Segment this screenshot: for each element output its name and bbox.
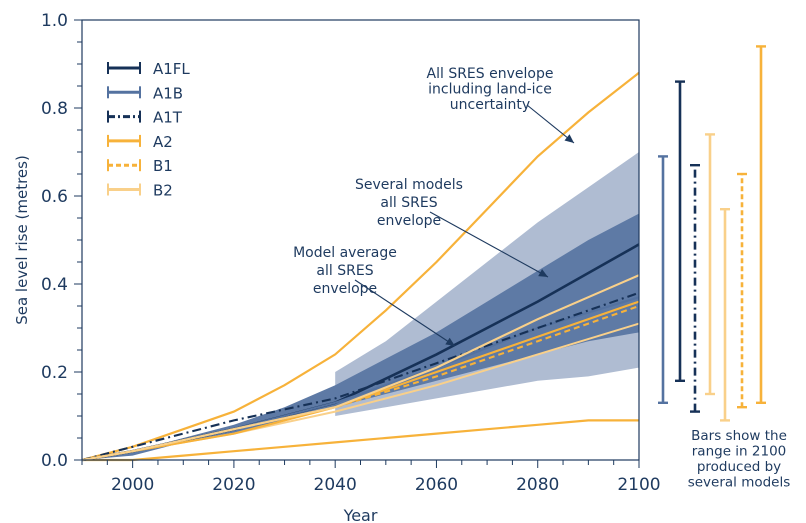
series-layer [81,243,640,462]
annotation-2-line: envelope [377,213,441,229]
envelope-3-band [82,213,639,460]
annotation-3-line: Model average [293,245,397,261]
y-axis-title: Sea level rise (metres) [13,155,31,325]
y-tick-label: 0.4 [41,275,68,295]
x-tick-label: 2080 [516,475,559,495]
bars-note-line: Bars show the [691,428,787,444]
annotation-1-line: including land-ice [428,82,552,98]
bars-note-line: range in 2100 [692,444,787,460]
bars-note-line: produced by [697,459,781,475]
annotation-2-pointer [429,211,549,278]
series-line-b2 [81,274,640,462]
envelope-1-lower-line [82,419,639,462]
legend-label-a1fl: A1FL [153,60,190,78]
series-line-a1t [81,291,640,462]
annotation-3-line: envelope [313,281,377,297]
y-tick-label: 1.0 [41,11,68,31]
annotation-2-line: all SRES [380,195,437,211]
legend-label-b1: B1 [153,157,173,175]
annotation-3-pointer [354,279,456,347]
y-tick-label: 0.6 [41,187,68,207]
annotation-1-line: All SRES envelope [427,66,554,82]
legend: A1FL A1B A1T A2 B1 B2 [107,60,190,200]
x-axis-title: Year [343,506,378,523]
annotation-1-line: uncertainty [450,97,530,113]
annotation-2-line: Several models [355,177,463,193]
x-tick-label: 2020 [212,475,255,495]
y-tick-label: 0.8 [41,99,68,119]
x-tick-label: 2060 [415,475,458,495]
annotation-1-arrowhead [564,134,574,143]
envelope-layer [81,71,640,462]
legend-label-a1t: A1T [153,109,183,127]
x-tick-label: 2040 [314,475,357,495]
annotation-2-arrowhead [538,269,548,277]
legend-label-a1b: A1B [153,84,183,102]
x-tick-label: 2100 [617,475,660,495]
legend-label-a2: A2 [153,133,173,151]
envelope-1-upper-line [81,71,640,462]
y-tick-label: 0.2 [41,363,68,383]
bars-note-line: several models [688,475,791,491]
annotation-3-arrowhead [445,337,455,346]
annotation-3-line: all SRES [316,263,373,279]
annotation-1-pointer [526,104,575,144]
legend-label-b2: B2 [153,182,173,200]
axes-layer: 2000 2020 2040 2060 2080 2100 0.0 0.2 0.4 0.6 0.8 1… [13,11,661,523]
y-tick-label: 0.0 [41,451,68,471]
x-tick-label: 2000 [111,475,154,495]
